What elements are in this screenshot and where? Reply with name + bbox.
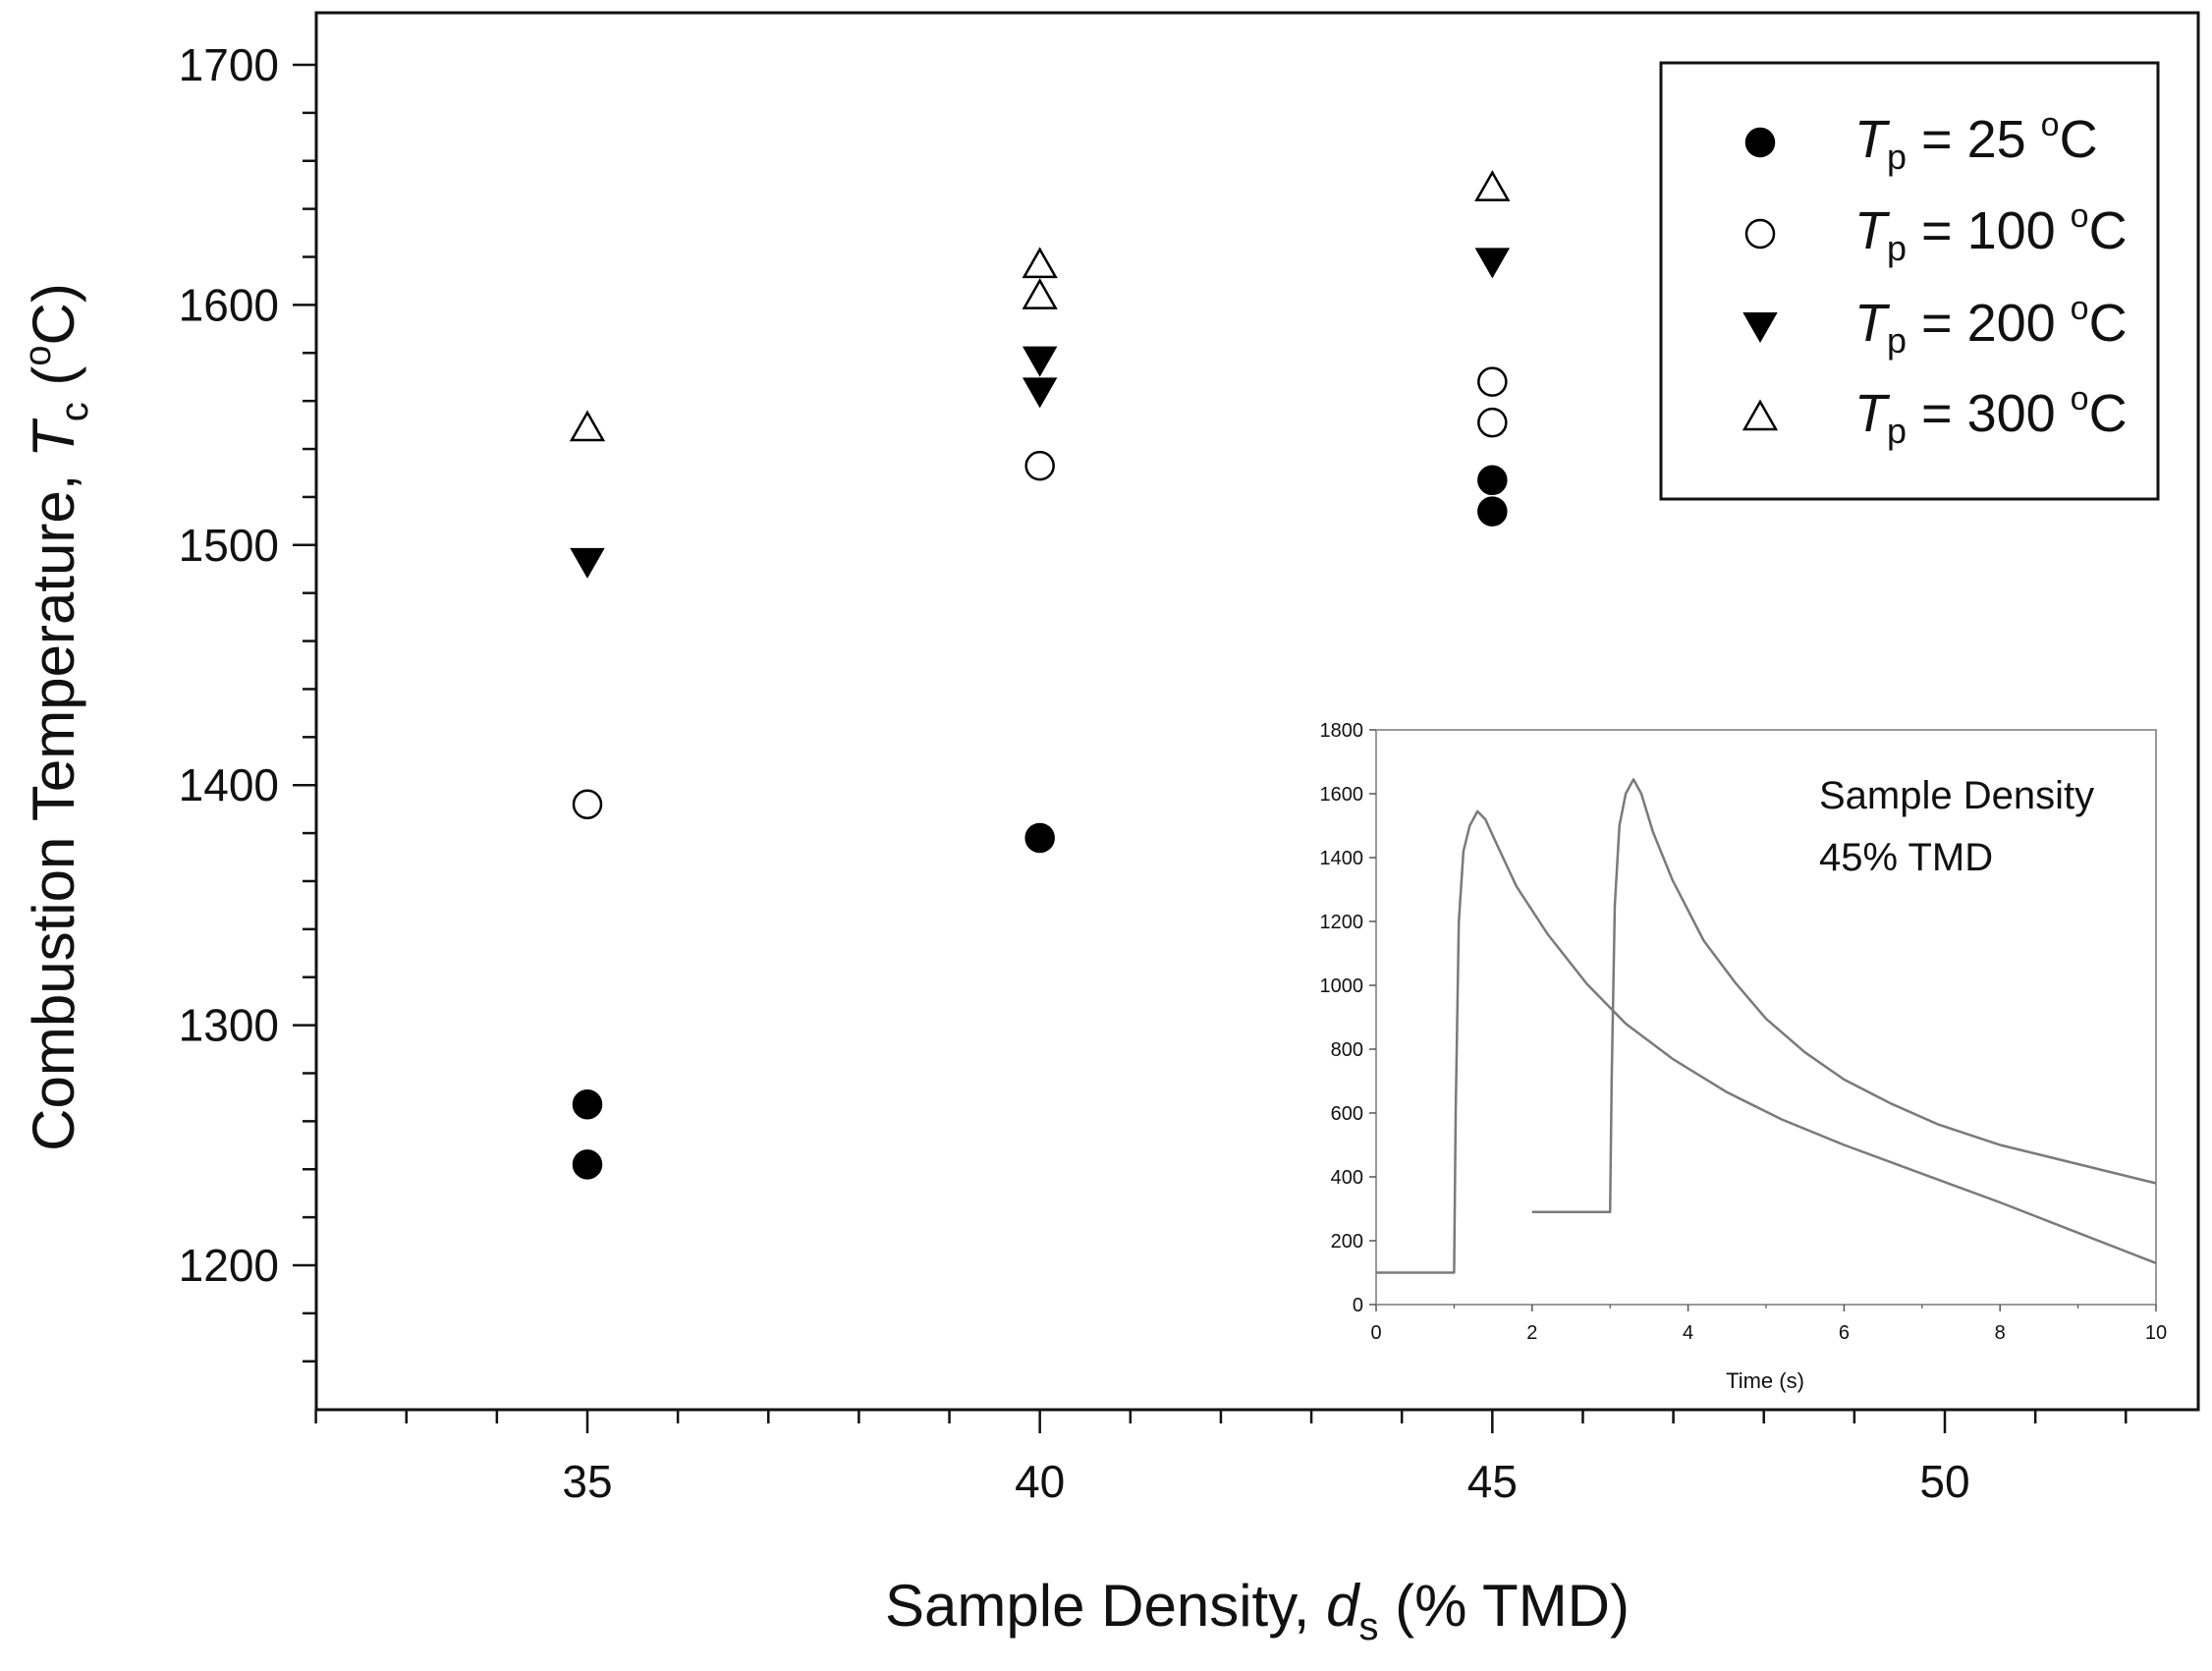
inset-plot: 0 2 4 6 8 10 0 200 400 600 800 1000 1200 1400 1600 1800… [1320, 720, 2168, 1393]
data-point-series-2 [1474, 248, 1511, 279]
legend-label-tp-200: Tp = 200 oC [1854, 290, 2128, 361]
inset-axes: 0 2 4 6 8 10 0 200 400 600 800 1000 1200 1400 1600 1800 [1320, 720, 2168, 1344]
x-tick-label: 45 [1467, 1456, 1518, 1507]
data-point-series-3 [569, 410, 606, 442]
y-axis-title: Combustion Temperature, Tc (oC) [18, 283, 96, 1151]
legend-marker-series-3 [1742, 399, 1779, 431]
inset-temperature-trace-0 [1376, 809, 2157, 1274]
legend-label-tp-100: Tp = 100 oC [1854, 197, 2128, 268]
y-tick-label: 1500 [179, 520, 279, 571]
data-point-series-1 [1024, 450, 1055, 481]
inset-x-tick-label: 10 [2145, 1322, 2167, 1344]
y-tick-label: 1300 [179, 1000, 279, 1051]
inset-y-tick-label: 1600 [1320, 784, 1364, 806]
inset-x-tick-label: 8 [1995, 1322, 2006, 1344]
data-point-series-1 [1477, 407, 1508, 438]
data-point-series-3 [1474, 170, 1511, 201]
data-point-series-2 [1022, 346, 1058, 377]
legend-marker-series-1 [1744, 218, 1776, 250]
data-point-series-0 [572, 1089, 603, 1120]
inset-x-tick-label: 4 [1683, 1322, 1693, 1344]
legend-marker-series-2 [1742, 312, 1778, 344]
main-data-points [569, 170, 1511, 1180]
plot-frame [314, 11, 2200, 1412]
x-tick-label: 50 [1919, 1456, 1969, 1507]
inset-y-tick-label: 1200 [1320, 912, 1364, 933]
inset-x-tick-label: 6 [1839, 1322, 1850, 1344]
x-tick-label: 35 [562, 1456, 612, 1507]
legend-label-tp-300: Tp = 300 oC [1854, 380, 2128, 451]
data-point-series-2 [1022, 377, 1058, 409]
inset-y-tick-label: 200 [1331, 1231, 1363, 1253]
inset-y-tick-label: 800 [1331, 1039, 1363, 1061]
inset-x-axis-title: Time (s) [1726, 1368, 1804, 1393]
inset-annotation-line-1: Sample Density [1819, 774, 2094, 817]
data-point-series-0 [1477, 465, 1508, 496]
data-point-series-1 [1477, 366, 1508, 397]
inset-temperature-trace-1 [1531, 778, 2157, 1214]
legend: Tp = 25 oC Tp = 100 oC Tp = 200 oC Tp = … [1659, 61, 2160, 501]
data-point-series-1 [572, 789, 603, 820]
data-point-series-0 [1024, 822, 1055, 854]
x-tick-label: 40 [1015, 1456, 1065, 1507]
inset-lines [1376, 778, 2157, 1274]
inset-y-tick-label: 1000 [1320, 975, 1364, 997]
data-point-series-2 [570, 547, 605, 579]
data-point-series-3 [1022, 278, 1058, 309]
data-point-series-3 [1022, 247, 1058, 279]
inset-y-tick-label: 600 [1331, 1103, 1363, 1125]
legend-frame [1659, 61, 2160, 501]
inset-y-tick-label: 1400 [1320, 848, 1364, 869]
inset-x-tick-label: 0 [1370, 1322, 1381, 1344]
inset-annotation-line-2: 45% TMD [1819, 836, 1993, 879]
inset-y-tick-label: 0 [1353, 1295, 1363, 1316]
x-axis-title: Sample Density, ds (% TMD) [885, 1573, 1630, 1648]
inset-x-tick-label: 2 [1526, 1322, 1537, 1344]
y-tick-label: 1200 [179, 1240, 279, 1291]
data-point-series-0 [1477, 496, 1508, 527]
inset-y-tick-label: 1800 [1320, 720, 1364, 742]
y-tick-label: 1600 [179, 279, 279, 330]
data-point-series-0 [572, 1149, 603, 1180]
legend-markers [1742, 127, 1779, 431]
y-tick-label: 1700 [179, 39, 279, 90]
inset-y-tick-label: 400 [1331, 1167, 1363, 1189]
y-tick-label: 1400 [179, 759, 279, 810]
legend-label-tp-25: Tp = 25 oC [1854, 106, 2098, 177]
legend-marker-series-0 [1744, 127, 1776, 158]
